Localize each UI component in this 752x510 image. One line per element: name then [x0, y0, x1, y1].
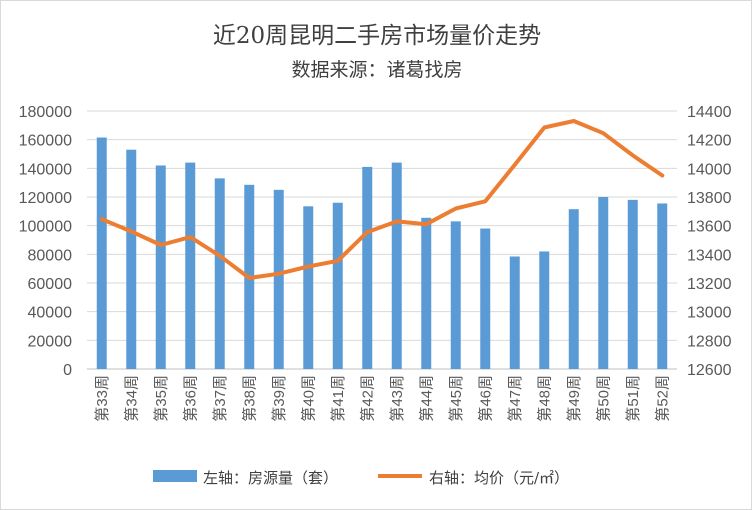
right-axis-ticks: 12600 12800 13000 13200 13400 13600 13800 14000… [687, 104, 732, 379]
x-tick-label: 第48周 [535, 375, 553, 422]
legend-bar-swatch [153, 470, 197, 482]
bar [273, 189, 284, 369]
line-point [337, 260, 339, 262]
left-tick-label: 160000 [19, 133, 72, 150]
x-tick-label: 第52周 [653, 375, 671, 422]
left-tick-label: 60000 [28, 276, 73, 293]
left-tick-label: 100000 [19, 219, 72, 236]
legend-line-label: 右轴：均价（元/㎡） [429, 469, 569, 487]
line-series [99, 119, 665, 280]
line-point [484, 200, 486, 202]
left-tick-label: 80000 [28, 247, 73, 264]
line-point [543, 126, 545, 129]
legend: 左轴：房源量（套） 右轴：均价（元/㎡） [153, 469, 569, 487]
x-tick-label: 第37周 [211, 375, 229, 422]
line-point [632, 154, 634, 157]
x-tick-label: 第35周 [152, 375, 170, 422]
x-tick-label: 第39周 [270, 375, 288, 422]
bar [598, 197, 609, 369]
line-point [573, 120, 575, 122]
x-tick-label: 第34周 [122, 375, 140, 422]
x-tick-label: 第42周 [358, 375, 376, 422]
x-tick-label: 第50周 [594, 375, 612, 422]
chart-title: 近20周昆明二手房市场量价走势 [213, 23, 541, 49]
right-tick-label: 12600 [687, 362, 732, 379]
line-point [219, 255, 221, 257]
bar [303, 206, 314, 369]
line-point [130, 230, 132, 232]
x-tick-label: 第38周 [240, 375, 258, 422]
x-tick-label: 第45周 [447, 375, 465, 422]
line-point [307, 265, 309, 268]
line-point [189, 236, 191, 238]
bar [657, 203, 668, 369]
line-point [366, 231, 368, 233]
x-axis-ticks: 第33周 第34周 第35周 第36周 第37周 第38周 第39周 第40周 第41周 第42周… [93, 375, 671, 422]
right-tick-label: 14200 [687, 133, 732, 150]
line-point [396, 220, 398, 222]
x-tick-label: 第44周 [417, 375, 435, 422]
line-point [455, 207, 457, 210]
bar [214, 178, 225, 369]
bar [126, 149, 137, 369]
right-tick-label: 13600 [687, 219, 732, 236]
right-tick-label: 13200 [687, 276, 732, 293]
line-point [514, 164, 516, 166]
bar [391, 162, 402, 369]
bar [332, 202, 343, 369]
chart-subtitle: 数据来源：诸葛找房 [291, 59, 462, 81]
x-tick-label: 第40周 [299, 375, 317, 422]
x-tick-label: 第51周 [624, 375, 642, 422]
x-tick-label: 第36周 [181, 375, 199, 422]
bar [362, 166, 373, 369]
right-tick-label: 14000 [687, 161, 732, 178]
price-line [99, 119, 665, 280]
legend-bar-label: 左轴：房源量（套） [203, 469, 338, 487]
x-tick-label: 第33周 [93, 375, 111, 422]
bar [539, 251, 550, 369]
line-point [160, 244, 162, 246]
left-tick-label: 20000 [28, 333, 73, 350]
x-tick-label: 第47周 [506, 375, 524, 422]
bar [450, 221, 461, 369]
bar [421, 217, 432, 369]
bar-series [96, 137, 668, 369]
left-axis-ticks: 0 20000 40000 60000 80000 100000 120000 140000 1… [19, 104, 72, 379]
right-tick-label: 13400 [687, 247, 732, 264]
line-point [425, 223, 427, 225]
line-point [661, 174, 663, 177]
bar [185, 162, 196, 369]
bar [627, 199, 638, 369]
left-tick-label: 120000 [19, 190, 72, 207]
x-tick-label: 第41周 [329, 375, 347, 422]
bar [568, 209, 579, 369]
left-tick-label: 140000 [19, 161, 72, 178]
line-point [278, 273, 280, 275]
left-tick-label: 180000 [19, 104, 72, 121]
x-tick-label: 第43周 [388, 375, 406, 422]
right-tick-label: 14400 [687, 104, 732, 121]
right-tick-label: 12800 [687, 333, 732, 350]
right-tick-label: 13000 [687, 305, 732, 322]
left-tick-label: 0 [63, 362, 72, 379]
line-point [101, 218, 103, 220]
bar [155, 165, 166, 369]
line-point [248, 277, 250, 279]
line-point [602, 132, 604, 134]
bar [480, 228, 491, 369]
bar [509, 256, 520, 369]
x-tick-label: 第46周 [476, 375, 494, 422]
left-tick-label: 40000 [28, 305, 73, 322]
bar [96, 137, 107, 369]
x-tick-label: 第49周 [565, 375, 583, 422]
right-tick-label: 13800 [687, 190, 732, 207]
